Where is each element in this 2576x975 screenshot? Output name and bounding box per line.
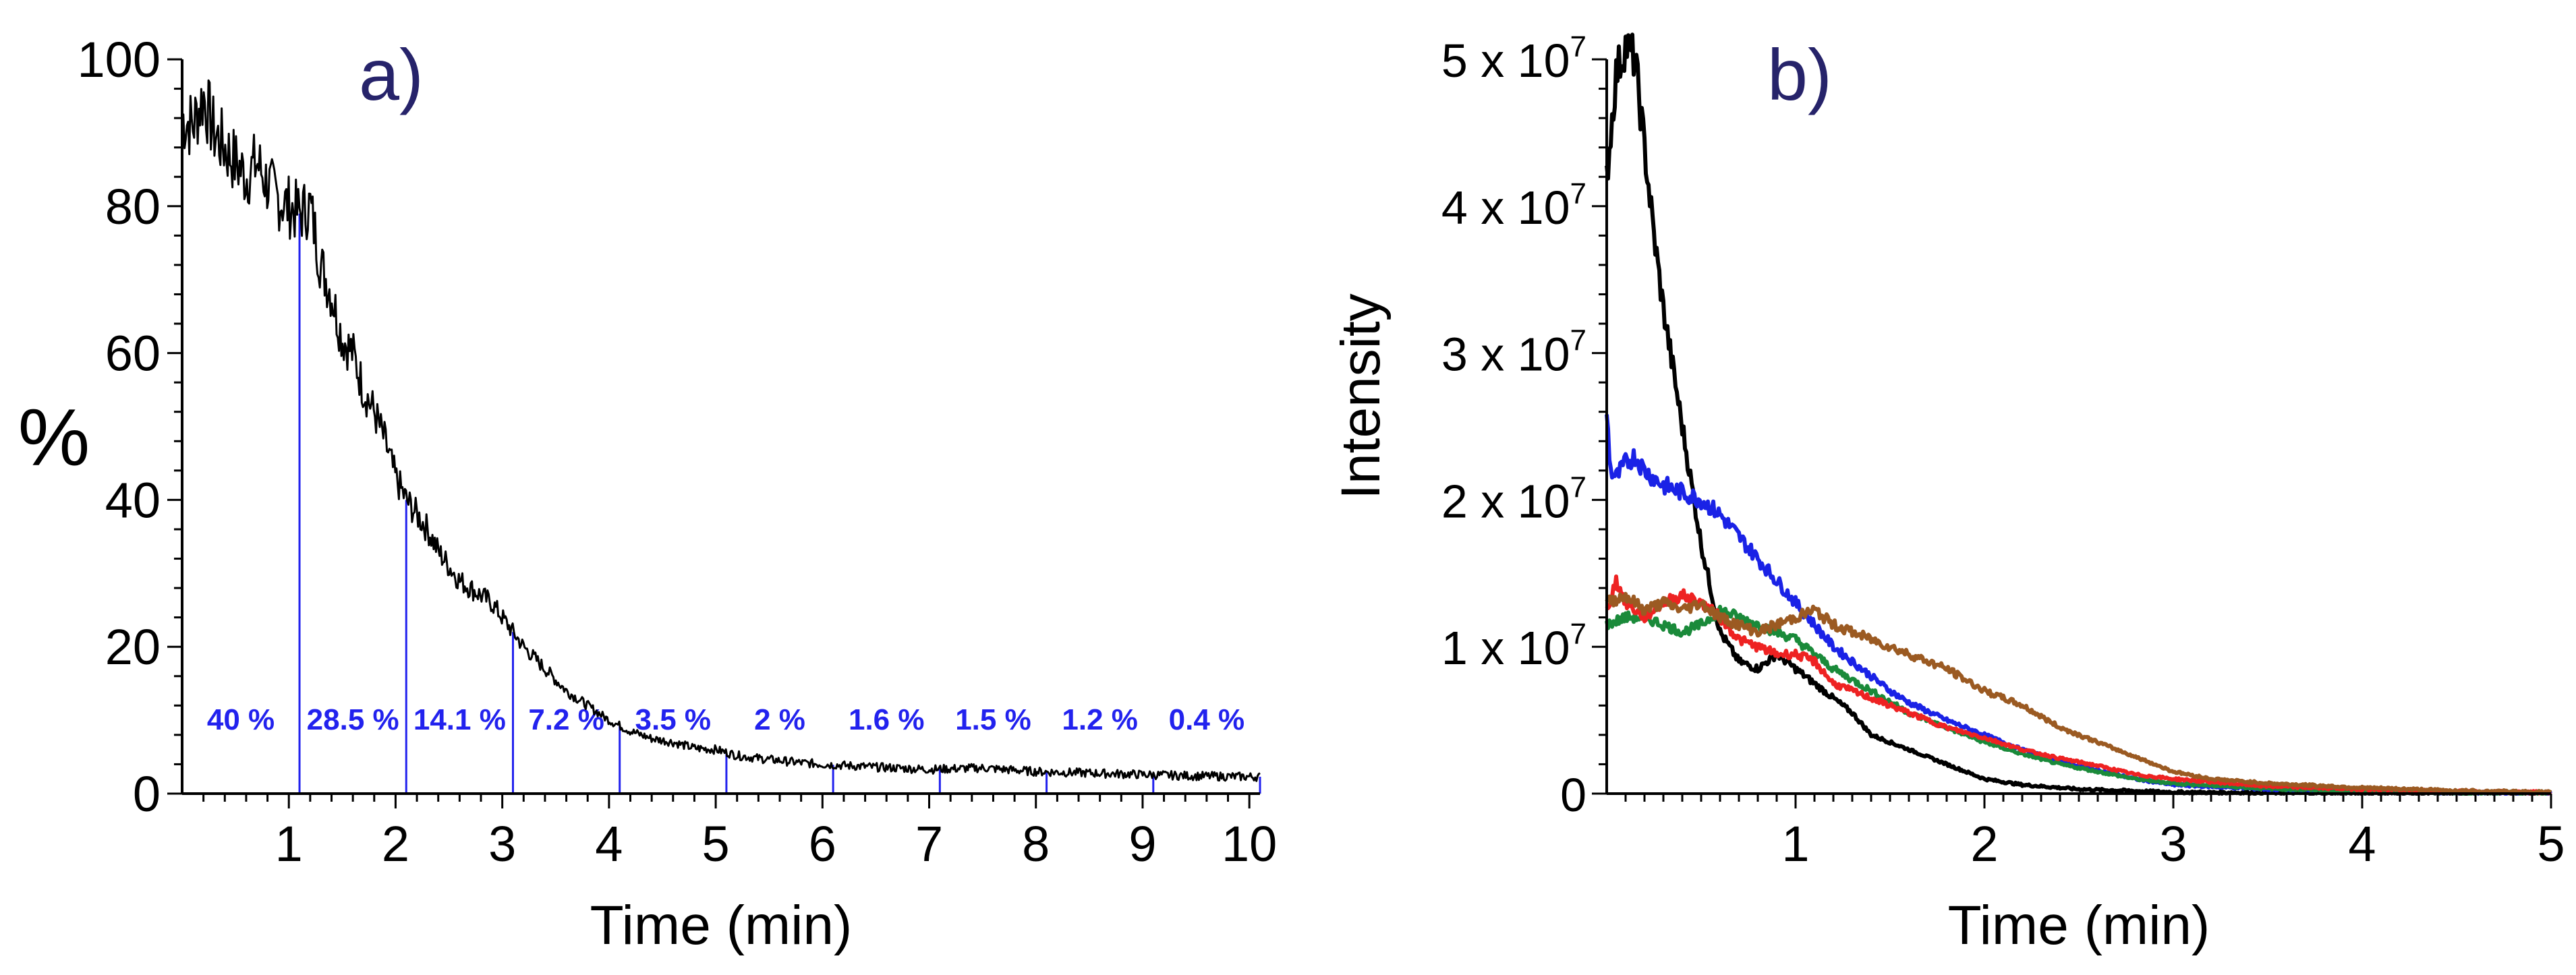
panel-b-label: b) (1767, 34, 1832, 115)
x-tick-label: 7 (915, 816, 943, 872)
fraction-label: 1.6 % (849, 703, 925, 736)
x-tick-label: 9 (1128, 816, 1156, 872)
x-tick-label: 5 (702, 816, 730, 872)
fraction-label: 0.4 % (1169, 703, 1245, 736)
x-tick-label: 10 (1222, 816, 1277, 872)
fraction-label: 40 % (207, 703, 275, 736)
fraction-label: 3.5 % (635, 703, 712, 736)
x-tick-label: 5 (2537, 816, 2565, 872)
fraction-label: 28.5 % (307, 703, 399, 736)
x-tick-label: 4 (595, 816, 623, 872)
panel-a-chart: a) 40 % 28.5 % 14.1 % 7.2 % 3.5 % 2 % 1.6 % 1.5… (18, 32, 1278, 956)
y-tick-label: 1 x 107 (1441, 618, 1586, 674)
x-tick-label: 1 (275, 816, 303, 872)
series-green (1605, 604, 2552, 796)
panel-a-x-axis-label: Time (min) (590, 895, 853, 956)
x-tick-label: 3 (488, 816, 516, 872)
fraction-label: 7.2 % (528, 703, 604, 736)
panel-b-x-axis-label: Time (min) (1948, 895, 2210, 956)
panel-a-y-axis-label: % (18, 392, 90, 483)
x-tick-label: 2 (382, 816, 409, 872)
panel-b-y-axis-label: Intensity (1330, 293, 1392, 499)
panel-a-label: a) (359, 34, 424, 115)
series-signal (181, 79, 1261, 782)
series-black (1605, 32, 2552, 796)
x-tick-label: 3 (2159, 816, 2187, 872)
panel-a-series-group (181, 79, 1261, 782)
x-tick-label: 4 (2348, 816, 2376, 872)
x-tick-label: 8 (1022, 816, 1050, 872)
fraction-label: 1.5 % (955, 703, 1031, 736)
fraction-label: 1.2 % (1062, 703, 1138, 736)
fraction-label: 14.1 % (413, 703, 506, 736)
series-brown (1605, 591, 2552, 795)
y-tick-label: 60 (105, 326, 161, 382)
panel-a-fraction-dividers: 40 % 28.5 % 14.1 % 7.2 % 3.5 % 2 % 1.6 % 1.5 % 1… (207, 213, 1261, 794)
y-tick-label: 0 (1560, 769, 1586, 821)
y-tick-label: 5 x 107 (1441, 30, 1586, 87)
y-tick-label: 80 (105, 179, 161, 235)
panel-b-ticks: 1 2 3 4 5 0 1 x 107 2 x 107 3 x 107 4 x 107 5 x 10… (1441, 30, 2565, 872)
y-tick-label: 2 x 107 (1441, 471, 1586, 527)
y-tick-label: 3 x 107 (1441, 324, 1586, 381)
x-tick-label: 2 (1970, 816, 1998, 872)
x-tick-label: 1 (1781, 816, 1809, 872)
fraction-label: 2 % (754, 703, 805, 736)
y-tick-label: 40 (105, 472, 161, 528)
panel-b-series-group (1605, 32, 2553, 796)
x-tick-label: 6 (809, 816, 836, 872)
y-tick-label: 0 (133, 766, 161, 822)
y-tick-label: 100 (78, 32, 161, 88)
y-tick-label: 20 (105, 619, 161, 675)
y-tick-label: 4 x 107 (1441, 177, 1586, 234)
panel-b-chart: b) 1 2 3 4 5 0 1 x 107 2 x 107 3 x 107 4 x 107 5 x… (1330, 30, 2565, 956)
series-red (1605, 574, 2552, 796)
